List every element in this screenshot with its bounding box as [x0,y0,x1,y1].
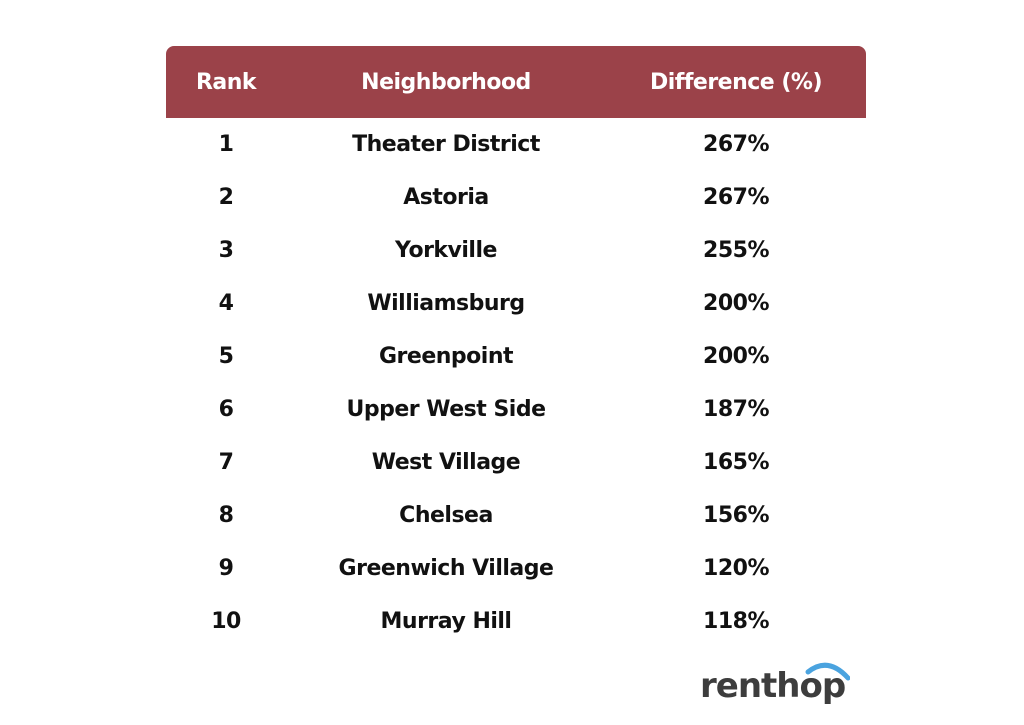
table-row: 3 Yorkville 255% [166,224,866,277]
logo-text: renthop [700,666,846,706]
table-header: Rank Neighborhood Difference (%) [166,46,866,118]
renthop-logo: renthop [700,658,850,708]
cell-rank: 3 [218,238,234,263]
cell-difference: 120% [703,556,769,581]
ranking-table: Rank Neighborhood Difference (%) 1 Theate… [166,46,866,648]
cell-difference: 267% [703,185,769,210]
header-rank: Rank [195,69,257,95]
cell-neighborhood: Murray Hill [380,609,512,634]
cell-difference: 187% [703,397,769,422]
cell-neighborhood: Chelsea [399,503,493,528]
cell-neighborhood: Greenwich Village [338,556,554,581]
table-row: 6 Upper West Side 187% [166,383,866,436]
cell-rank: 8 [218,503,234,528]
cell-difference: 267% [703,132,769,157]
cell-rank: 7 [218,450,234,475]
cell-neighborhood: Theater District [352,132,540,157]
table-body: 1 Theater District 267% 2 Astoria 267% 3 Yorkvi… [166,118,866,648]
cell-neighborhood: Williamsburg [367,291,525,316]
cell-difference: 165% [703,450,769,475]
cell-neighborhood: Astoria [403,185,489,210]
table-row: 10 Murray Hill 118% [166,595,866,648]
logo-arc-icon [805,662,850,681]
cell-difference: 156% [703,503,769,528]
cell-difference: 200% [703,291,769,316]
cell-neighborhood: West Village [371,450,521,475]
table-row: 9 Greenwich Village 120% [166,542,866,595]
table-row: 5 Greenpoint 200% [166,330,866,383]
cell-rank: 9 [218,556,234,581]
header-difference: Difference (%) [649,69,823,95]
cell-neighborhood: Greenpoint [379,344,514,369]
header-neighborhood: Neighborhood [361,69,531,95]
table-row: 4 Williamsburg 200% [166,277,866,330]
cell-neighborhood: Upper West Side [346,397,546,422]
table-row: 7 West Village 165% [166,436,866,489]
cell-difference: 200% [703,344,769,369]
table-row: 8 Chelsea 156% [166,489,866,542]
cell-rank: 1 [218,132,234,157]
cell-rank: 5 [218,344,234,369]
cell-rank: 2 [218,185,234,210]
table-row: 1 Theater District 267% [166,118,866,171]
cell-difference: 118% [703,609,769,634]
cell-difference: 255% [703,238,769,263]
table-row: 2 Astoria 267% [166,171,866,224]
cell-rank: 10 [211,609,241,634]
cell-rank: 4 [218,291,234,316]
cell-neighborhood: Yorkville [395,238,497,263]
cell-rank: 6 [218,397,234,422]
